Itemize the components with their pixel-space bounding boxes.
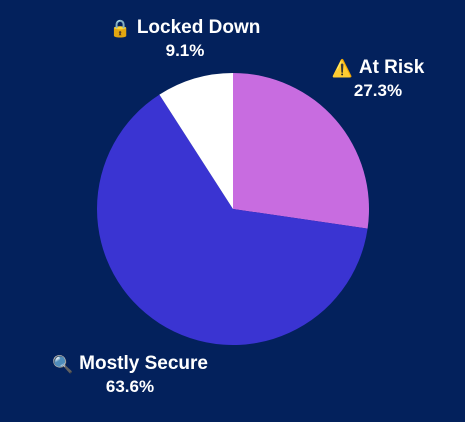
slice-name-at-risk: At Risk [358, 57, 425, 78]
pie-slice-at-risk [233, 73, 369, 229]
slice-name-locked-down: Locked Down [136, 17, 261, 38]
warning-icon: ⚠️ [331, 59, 353, 78]
slice-percent-at-risk: 27.3% [353, 80, 403, 100]
slice-name-mostly-secure: Mostly Secure [79, 353, 208, 374]
padlock-icon: 🔒 [109, 19, 131, 38]
pie-slice-mostly-secure [96, 94, 368, 346]
slice-percent-mostly-secure: 63.6% [105, 376, 155, 396]
magnifying-glass-icon: 🔍 [52, 355, 74, 374]
pie-slice-locked-down [159, 73, 233, 209]
slice-percent-locked-down: 9.1% [165, 40, 205, 60]
slice-label-locked-down: 🔒 Locked Down 9.1% [100, 16, 270, 61]
slice-label-mostly-secure: 🔍 Mostly Secure 63.6% [30, 352, 230, 397]
slice-label-at-risk: ⚠️ At Risk 27.3% [318, 56, 438, 101]
